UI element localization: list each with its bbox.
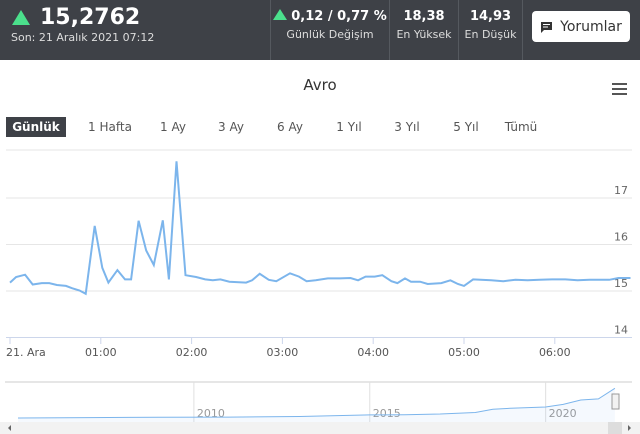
quote-header: 15,2762 Son: 21 Aralık 2021 07:12 0,12 /… [0,0,640,60]
low-label: En Düşük [464,28,517,41]
daily-high: 18,38 En Yüksek [389,0,458,60]
navigator-handle[interactable] [611,393,620,410]
comments-label: Yorumlar [560,18,622,35]
x-tick-label: 05:00 [448,346,480,359]
range-3-ay[interactable]: 3 Ay [218,120,244,134]
price-line [9,161,631,296]
range-5-yıl[interactable]: 5 Yıl [453,120,479,134]
daily-low: 14,93 En Düşük [458,0,522,60]
y-tick-label: 17 [614,184,628,197]
change-value: 0,12 / 0,77 % [291,9,387,24]
scrollbar-thumb[interactable] [608,422,622,434]
high-value: 18,38 [403,9,445,24]
up-arrow-icon [12,10,30,25]
scrollbar-track[interactable] [0,422,640,434]
y-tick-label: 15 [614,277,628,290]
x-tick-label: 02:00 [176,346,208,359]
navigator-tick-label: 2020 [549,407,577,420]
x-tick-label: 06:00 [539,346,571,359]
comment-icon [541,21,553,33]
range-1-yıl[interactable]: 1 Yıl [336,120,362,134]
range-1-ay[interactable]: 1 Ay [160,120,186,134]
low-value: 14,93 [469,9,512,24]
range-günlük[interactable]: Günlük [6,117,66,137]
navigator-area [18,388,615,422]
chart-title: Avro [303,76,337,94]
scroll-right-icon[interactable] [628,425,631,431]
last-update: Son: 21 Aralık 2021 07:12 [11,31,155,44]
comments-cell [522,0,640,60]
high-label: En Yüksek [396,28,452,41]
hamburger-menu-icon[interactable] [612,83,627,96]
current-price: 15,2762 [40,5,141,30]
y-tick-label: 14 [614,324,628,337]
x-tick-label: 01:00 [85,346,117,359]
comments-button[interactable]: Yorumlar [532,11,630,42]
up-arrow-icon [273,9,288,20]
change-label: Günlük Değişim [286,28,374,41]
range-selector: Günlük 1 Hafta 1 Ay 3 Ay 6 Ay 1 Yıl 3 Yıl 5 Yıl… [6,117,546,137]
range-tümü[interactable]: Tümü [504,120,538,134]
range-6-ay[interactable]: 6 Ay [277,120,303,134]
range-1-hafta[interactable]: 1 Hafta [88,120,132,134]
navigator-tick-label: 2015 [373,407,401,420]
x-tick-label: 03:00 [267,346,299,359]
x-tick-label: 04:00 [357,346,389,359]
scroll-left-icon[interactable] [8,425,11,431]
daily-change: 0,12 / 0,77 % Günlük Değişim [270,0,389,60]
x-tick-label: 21. Ara [6,346,46,359]
range-3-yıl[interactable]: 3 Yıl [394,120,420,134]
navigator-line [17,387,616,419]
y-tick-label: 16 [614,231,628,244]
